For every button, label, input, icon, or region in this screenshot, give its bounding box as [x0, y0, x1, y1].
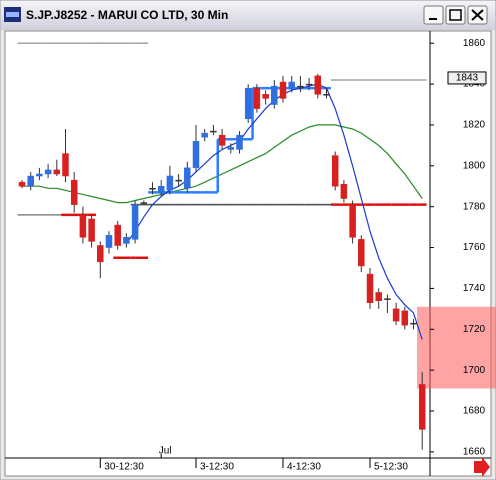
candle-body — [366, 273, 374, 303]
y-tick-label: 1700 — [463, 365, 486, 376]
candle-body — [210, 130, 217, 133]
last-price-label: 1843 — [456, 73, 479, 84]
candle-body — [157, 185, 165, 193]
candle-body — [70, 179, 78, 205]
candle-body — [331, 155, 339, 187]
moving-average — [22, 124, 423, 204]
candle-body — [314, 75, 322, 95]
y-tick-label: 1820 — [463, 120, 486, 131]
last-price-box — [447, 71, 487, 85]
candle-body — [392, 308, 400, 322]
candle-body — [305, 83, 313, 86]
candle-body — [53, 169, 61, 175]
candle-body — [166, 175, 174, 191]
window-title: S.JP.J8252 - MARUI CO LTD, 30 Min — [26, 8, 228, 22]
maximize-button[interactable] — [445, 5, 466, 25]
y-tick-label: 1780 — [463, 201, 486, 212]
x-tick-label: 4-12:30 — [287, 462, 321, 473]
candle-body — [123, 237, 130, 244]
candle-body — [279, 81, 287, 99]
candle-body — [227, 147, 235, 150]
candle-body — [79, 214, 87, 238]
candle-body — [271, 85, 278, 105]
candle-body — [88, 218, 95, 242]
candle-body — [97, 245, 104, 263]
x-tick-label: 3-12:30 — [200, 462, 234, 473]
y-tick-label: 1860 — [463, 38, 486, 49]
y-tick-label: 1800 — [463, 160, 486, 171]
plot: 1660168017001720174017601780180018201840… — [17, 38, 496, 473]
month-label: Jul — [159, 446, 172, 457]
x-tick-label: 30-12:30 — [104, 462, 144, 473]
candle-body — [323, 94, 330, 96]
scroll-arrow[interactable] — [474, 457, 490, 477]
candle-body — [253, 87, 261, 109]
candle-body — [236, 134, 243, 150]
candle-body — [44, 169, 52, 175]
candle-body — [288, 81, 295, 89]
candle-body — [192, 141, 200, 169]
candle-body — [149, 188, 156, 190]
candle-body — [184, 167, 191, 189]
close-button[interactable] — [467, 5, 488, 25]
candle-body — [201, 132, 208, 138]
candle-body — [36, 173, 43, 177]
y-tick-label: 1760 — [463, 242, 486, 253]
candle-body — [358, 239, 365, 267]
candle-body — [262, 94, 269, 99]
candle-body — [401, 310, 409, 326]
y-tick-label: 1680 — [463, 406, 486, 417]
highlight-zone — [417, 306, 496, 389]
candle-body — [384, 298, 391, 300]
candle-body — [114, 224, 121, 246]
candle-body — [62, 153, 69, 177]
candle-body — [410, 322, 417, 325]
candle-body — [18, 181, 26, 187]
candle-body — [244, 87, 252, 120]
candle-body — [349, 204, 356, 238]
title-bar — [1, 1, 495, 30]
candle-body — [218, 134, 226, 146]
candle-body — [340, 183, 348, 199]
x-tick-label: 5-12:30 — [374, 462, 408, 473]
minimize-button[interactable] — [423, 5, 444, 25]
candle-body — [140, 202, 148, 204]
candle-body — [175, 179, 182, 182]
app-icon-mark — [6, 12, 19, 17]
y-tick-label: 1740 — [463, 283, 486, 294]
candle-body — [131, 204, 139, 240]
y-tick-label: 1660 — [463, 447, 486, 458]
candle-body — [297, 85, 304, 88]
y-tick-label: 1720 — [463, 324, 486, 335]
candle-body — [375, 292, 382, 301]
candle-body — [27, 175, 34, 187]
candle-body — [418, 384, 426, 430]
candle-body — [105, 235, 113, 248]
